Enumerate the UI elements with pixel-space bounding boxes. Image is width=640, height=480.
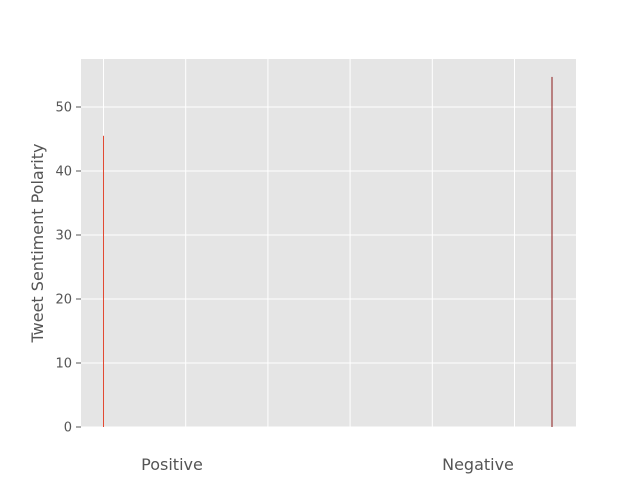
category-label-negative: Negative bbox=[442, 455, 514, 474]
y-tick-label: 10 bbox=[55, 357, 72, 372]
y-tick-label: 40 bbox=[55, 165, 72, 180]
x-axis-category-labels: Positive Negative bbox=[141, 455, 514, 474]
plot-area bbox=[81, 59, 576, 427]
y-axis-ticks: 0 10 20 30 40 50 bbox=[55, 101, 81, 436]
category-label-positive: Positive bbox=[141, 455, 203, 474]
bars bbox=[103, 76, 553, 428]
y-tick-label: 20 bbox=[55, 293, 72, 308]
y-axis-title: Tweet Sentiment Polarity bbox=[28, 144, 47, 344]
bar-negative bbox=[551, 76, 553, 428]
horizontal-gridlines bbox=[81, 106, 576, 428]
y-tick-label: 30 bbox=[55, 229, 72, 244]
y-tick-label: 50 bbox=[55, 101, 72, 116]
y-tick-label: 0 bbox=[64, 421, 72, 436]
bar-positive bbox=[103, 135, 104, 428]
